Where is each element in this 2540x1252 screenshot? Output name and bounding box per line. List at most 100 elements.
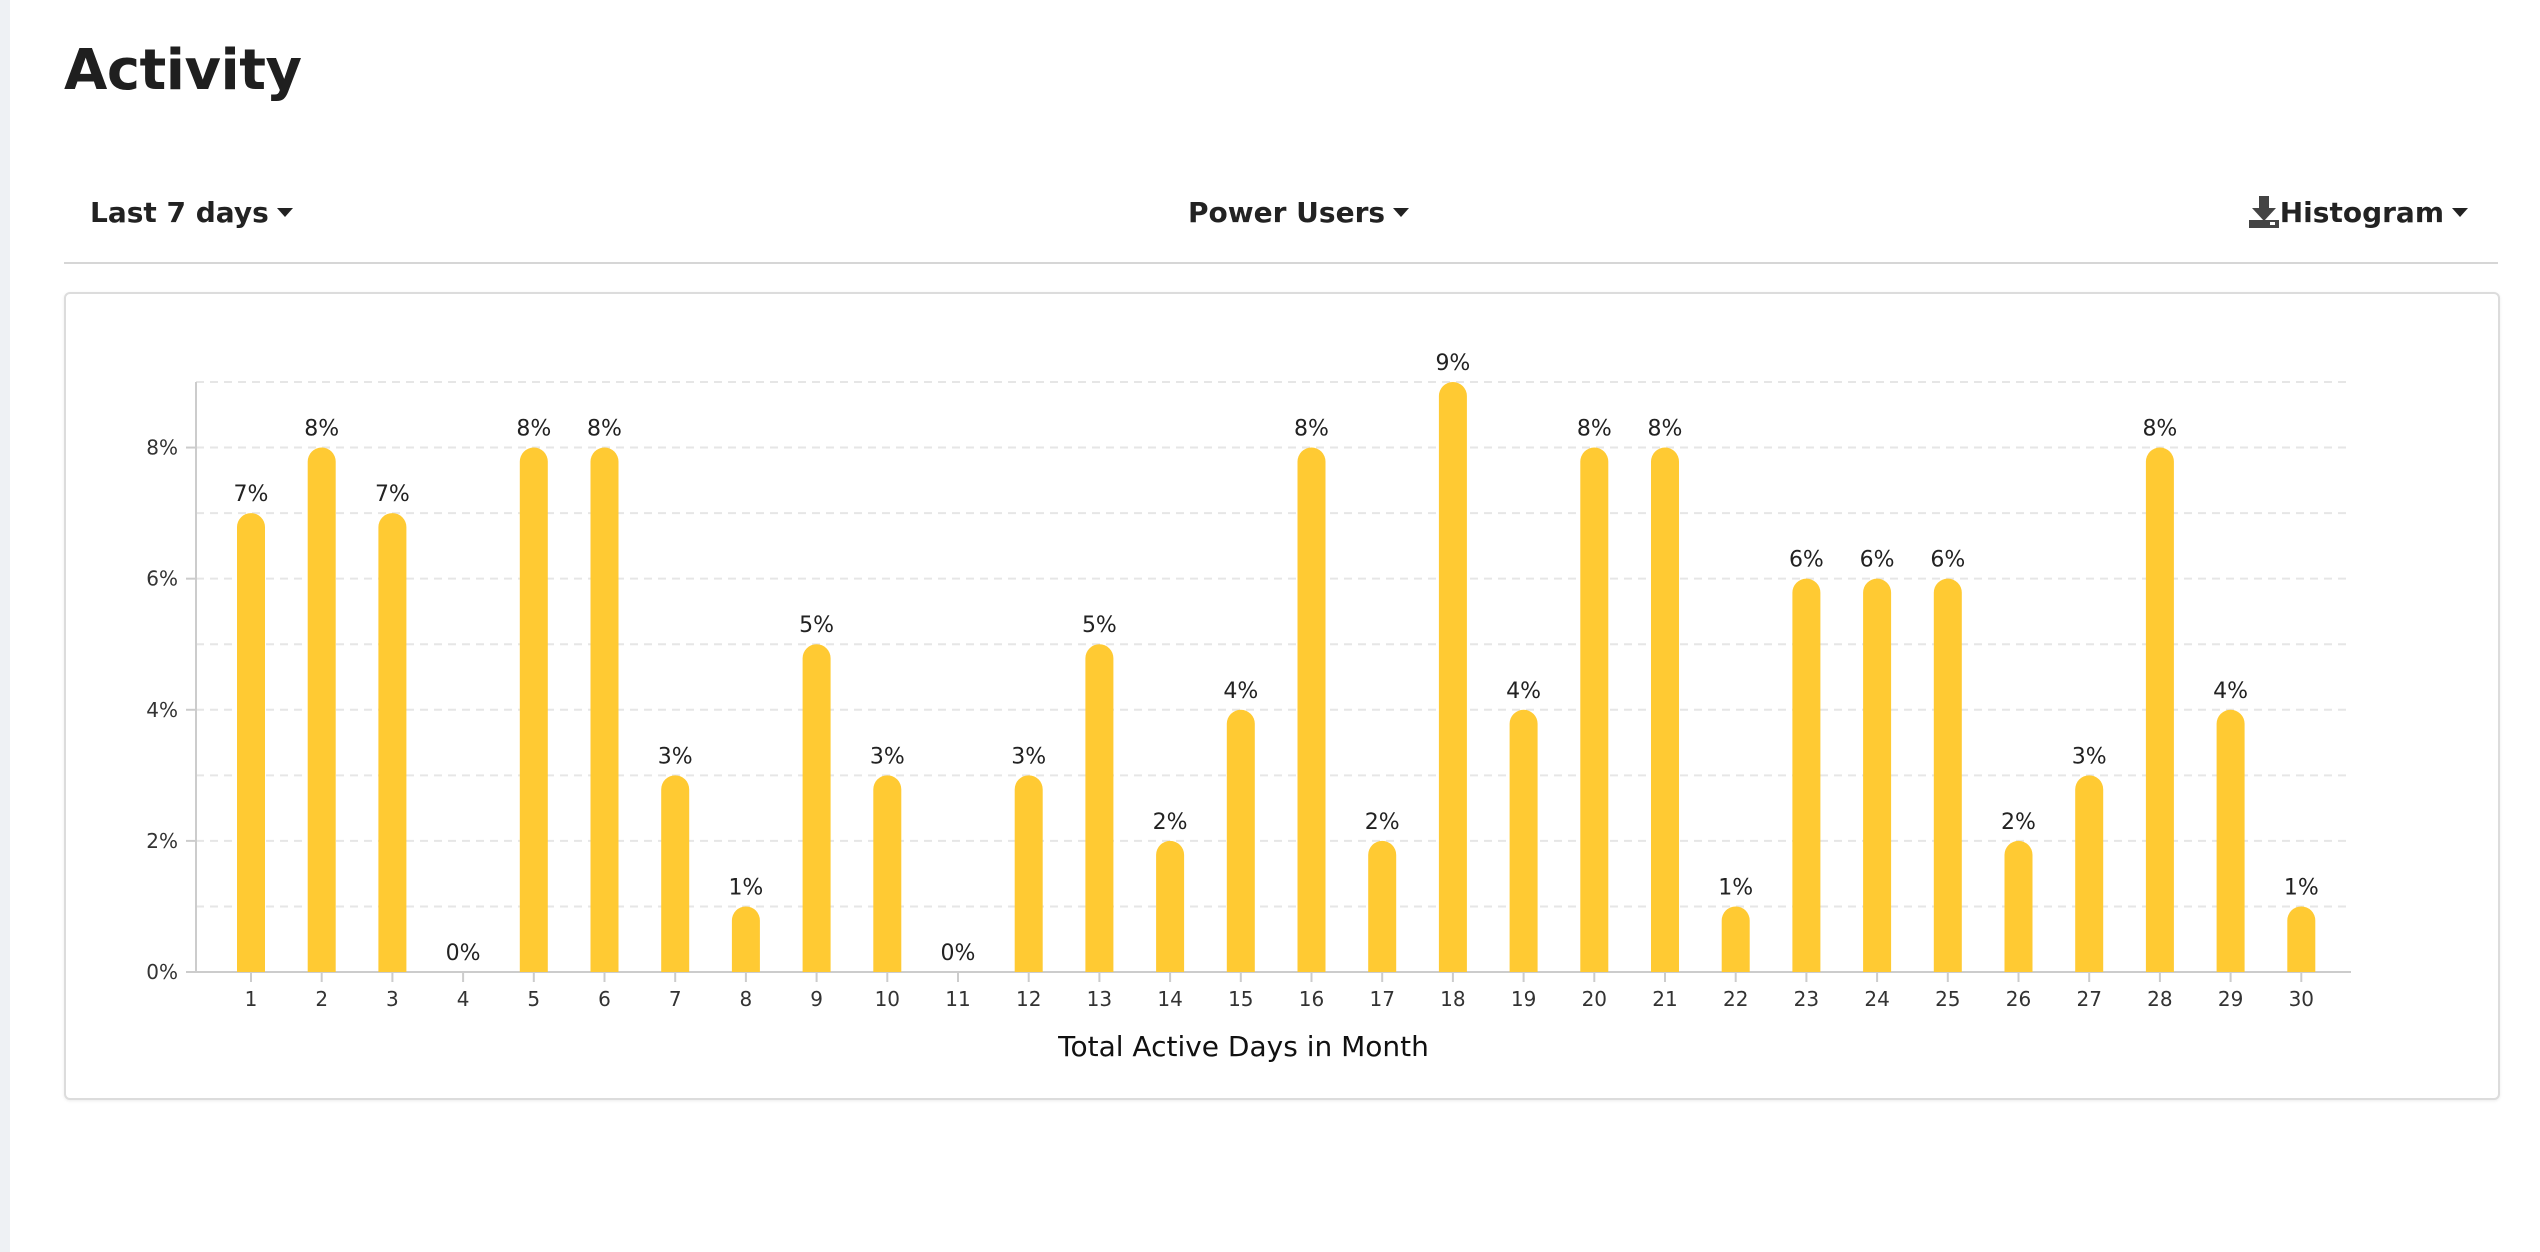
bar	[519, 447, 548, 973]
y-tick-label: 2%	[146, 829, 178, 853]
data-label: 8%	[1294, 417, 1329, 442]
x-tick-label: 7	[669, 987, 682, 1011]
x-tick-label: 1	[245, 987, 258, 1011]
x-tick-label: 16	[1299, 987, 1324, 1011]
data-label: 6%	[1930, 548, 1965, 573]
x-tick-label: 23	[1794, 987, 1819, 1011]
x-tick-label: 13	[1087, 987, 1112, 1011]
data-label: 4%	[1223, 679, 1258, 704]
bar	[1438, 382, 1467, 972]
x-tick-label: 17	[1369, 987, 1394, 1011]
data-label: 0%	[446, 941, 481, 966]
bar	[873, 775, 902, 972]
bar	[802, 644, 831, 972]
x-tick-label: 18	[1440, 987, 1465, 1011]
x-tick-label: 21	[1652, 987, 1677, 1011]
x-tick-label: 14	[1157, 987, 1182, 1011]
date-range-label: Last 7 days	[90, 196, 269, 229]
bar	[1863, 578, 1892, 972]
date-range-dropdown[interactable]: Last 7 days	[90, 196, 293, 229]
download-button[interactable]	[2246, 194, 2282, 230]
bar	[1085, 644, 1114, 972]
x-tick-label: 10	[875, 987, 900, 1011]
histogram-chart: 0% 2% 4% 6% 8% 1 7% 2 8% 3 7% 4 0% 5 8% 6 8% 7 3% 8 1% 9 5% 10 3…	[146, 351, 2351, 1063]
x-tick-label: 12	[1016, 987, 1041, 1011]
data-label: 2%	[1365, 810, 1400, 835]
bar	[1156, 840, 1185, 972]
data-label: 7%	[375, 482, 410, 507]
chart-type-label: Histogram	[2279, 196, 2444, 229]
data-label: 6%	[1860, 548, 1895, 573]
data-label: 3%	[870, 744, 905, 769]
bar	[1651, 447, 1680, 973]
data-label: 2%	[2001, 810, 2036, 835]
data-label: 1%	[2284, 875, 2319, 900]
bar	[731, 906, 760, 972]
bar	[1014, 775, 1043, 972]
toolbar: Last 7 days Power Users Histogram	[64, 180, 2498, 264]
x-tick-label: 3	[386, 987, 399, 1011]
y-tick-label: 8%	[146, 436, 178, 460]
x-tick-label: 6	[598, 987, 611, 1011]
chart-card: 0% 2% 4% 6% 8% 1 7% 2 8% 3 7% 4 0% 5 8% 6 8% 7 3% 8 1% 9 5% 10 3…	[64, 292, 2500, 1100]
x-tick-label: 25	[1935, 987, 1960, 1011]
x-tick-label: 24	[1864, 987, 1889, 1011]
y-tick-label: 6%	[146, 567, 178, 591]
x-tick-label: 27	[2076, 987, 2101, 1011]
bar	[1509, 709, 1538, 972]
data-label: 8%	[516, 417, 551, 442]
bar	[590, 447, 619, 973]
bar	[2145, 447, 2174, 973]
data-label: 3%	[2072, 744, 2107, 769]
bar	[378, 513, 407, 972]
page-title: Activity	[64, 38, 302, 103]
bar	[307, 447, 336, 972]
data-label: 8%	[1577, 417, 1612, 442]
data-label: 7%	[234, 482, 269, 507]
data-label: 5%	[799, 613, 834, 638]
x-tick-label: 28	[2147, 987, 2172, 1011]
download-icon	[2249, 196, 2279, 228]
caret-down-icon	[276, 208, 293, 217]
data-label: 8%	[304, 417, 339, 442]
bar	[1226, 709, 1255, 972]
x-tick-label: 4	[457, 987, 470, 1011]
bar	[661, 775, 690, 972]
x-tick-label: 19	[1511, 987, 1536, 1011]
data-label: 1%	[1718, 875, 1753, 900]
y-tick-label: 4%	[146, 698, 178, 722]
data-label: 4%	[2213, 679, 2248, 704]
bar	[2216, 709, 2245, 972]
x-axis-title: Total Active Days in Month	[1057, 1030, 1429, 1063]
x-tick-label: 30	[2289, 987, 2314, 1011]
data-label: 8%	[587, 417, 622, 442]
bar	[2287, 906, 2316, 972]
x-tick-label: 5	[527, 987, 540, 1011]
chart-type-dropdown[interactable]: Histogram	[2280, 196, 2468, 229]
x-tick-label: 20	[1582, 987, 1607, 1011]
bar	[2075, 775, 2104, 972]
x-tick-label: 8	[740, 987, 753, 1011]
y-tick-label: 0%	[146, 960, 178, 984]
x-tick-label: 26	[2006, 987, 2031, 1011]
bar	[1580, 447, 1609, 973]
x-tick-label: 22	[1723, 987, 1748, 1011]
data-label: 2%	[1153, 810, 1188, 835]
x-tick-label: 29	[2218, 987, 2243, 1011]
bar	[237, 513, 265, 972]
data-label: 1%	[728, 875, 763, 900]
x-tick-label: 2	[315, 987, 328, 1011]
left-sidebar-strip	[0, 0, 10, 1252]
data-label: 6%	[1789, 548, 1824, 573]
bar	[1721, 906, 1750, 972]
caret-down-icon	[2452, 208, 2468, 217]
user-segment-dropdown[interactable]: Power Users	[1188, 196, 1410, 229]
data-label: 0%	[941, 941, 976, 966]
data-label: 9%	[1435, 351, 1470, 376]
data-label: 8%	[1648, 417, 1683, 442]
bar	[1297, 447, 1326, 973]
bar	[1933, 578, 1962, 972]
bar	[1792, 578, 1821, 972]
bar	[1368, 840, 1397, 972]
data-label: 5%	[1082, 613, 1117, 638]
